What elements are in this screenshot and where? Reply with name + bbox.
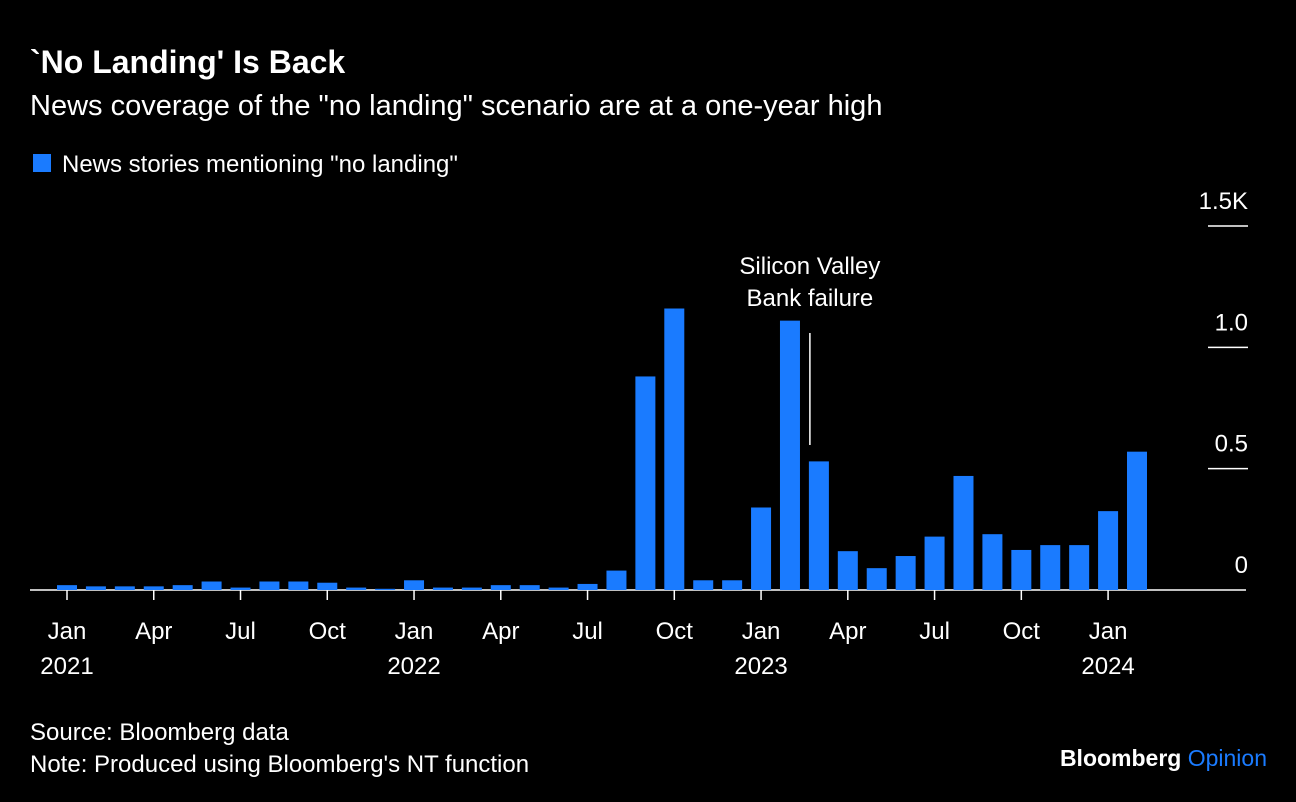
bar — [693, 580, 714, 590]
bar — [404, 580, 425, 590]
annotation: Bank failure — [747, 285, 874, 312]
bar — [172, 585, 193, 590]
bar — [664, 308, 685, 590]
legend-label: News stories mentioning "no landing" — [62, 151, 458, 178]
x-tick-label: Jan — [48, 618, 87, 645]
brand: Bloomberg Opinion — [1060, 745, 1267, 771]
x-year-label: 2023 — [734, 653, 787, 680]
bar — [259, 581, 280, 590]
bar — [635, 376, 656, 590]
bar — [1069, 545, 1090, 590]
bar — [230, 587, 251, 590]
bar — [461, 587, 482, 590]
bar — [1011, 549, 1032, 590]
x-year-label: 2021 — [40, 653, 93, 680]
bar — [751, 507, 772, 590]
chart-subtitle: News coverage of the "no landing" scenar… — [30, 90, 882, 122]
bar — [577, 583, 598, 590]
brand-section: Opinion — [1188, 745, 1267, 771]
y-tick-label: 1.5K — [1199, 188, 1248, 215]
x-year-label: 2024 — [1081, 653, 1134, 680]
bar — [1127, 451, 1147, 590]
bar — [808, 461, 829, 590]
bar — [722, 580, 743, 590]
source: Source: Bloomberg data — [30, 719, 289, 746]
bar — [346, 587, 367, 590]
bar — [288, 581, 309, 590]
y-tick-label: 0.5 — [1215, 431, 1248, 458]
bar — [317, 582, 338, 590]
x-tick-label: Oct — [656, 618, 694, 645]
x-tick-label: Jul — [572, 618, 603, 645]
bar — [432, 587, 453, 590]
x-tick-label: Apr — [135, 618, 172, 645]
note: Note: Produced using Bloomberg's NT func… — [30, 751, 529, 778]
x-tick-label: Jul — [225, 618, 256, 645]
brand-name: Bloomberg — [1060, 745, 1181, 771]
bar — [1040, 545, 1061, 590]
bar — [924, 536, 945, 590]
bar — [982, 534, 1003, 590]
bar — [953, 475, 974, 590]
x-year-label: 2022 — [387, 653, 440, 680]
bar — [519, 585, 540, 590]
x-tick-label: Jan — [742, 618, 781, 645]
x-tick-label: Jul — [919, 618, 950, 645]
bar — [201, 581, 222, 590]
x-tick-label: Jan — [395, 618, 434, 645]
bar — [837, 551, 858, 590]
x-tick-label: Jan — [1089, 618, 1128, 645]
x-tick-label: Apr — [829, 618, 866, 645]
bar — [548, 587, 569, 590]
annotation: Silicon Valley — [739, 253, 880, 280]
bar — [606, 570, 627, 590]
bar — [490, 585, 511, 590]
chart-title: `No Landing' Is Back — [30, 44, 345, 80]
bar — [895, 556, 916, 590]
legend-swatch — [33, 154, 51, 172]
bar — [57, 585, 77, 590]
bar — [779, 320, 800, 590]
bar — [866, 568, 887, 590]
x-tick-label: Oct — [1003, 618, 1041, 645]
x-tick-label: Oct — [309, 618, 347, 645]
bar — [85, 586, 106, 590]
bar — [375, 588, 396, 590]
bar — [114, 586, 135, 590]
x-tick-label: Apr — [482, 618, 519, 645]
y-tick-label: 0 — [1235, 552, 1248, 579]
bar — [1098, 511, 1119, 590]
y-tick-label: 1.0 — [1215, 309, 1248, 336]
bar — [143, 586, 164, 590]
